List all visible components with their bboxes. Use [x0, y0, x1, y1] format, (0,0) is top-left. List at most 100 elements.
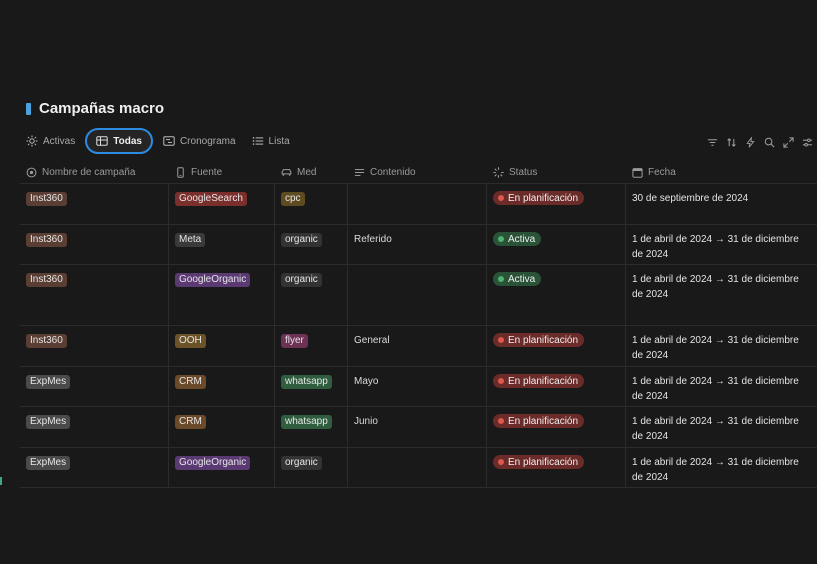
status-badge: En planificación	[493, 455, 585, 469]
cell-med[interactable]: cpc	[275, 184, 348, 224]
cell-status[interactable]: En planificación	[487, 184, 626, 224]
cell-fuente[interactable]: GoogleOrganic	[169, 448, 275, 487]
cell-nombre[interactable]: ExpMes	[20, 367, 169, 406]
table-row[interactable]: ExpMes CRM whatsapp Junio En planificación 1 …	[20, 407, 817, 448]
cell-status[interactable]: En planificación	[487, 367, 626, 406]
cell-contenido[interactable]	[348, 184, 487, 224]
cell-status[interactable]: En planificación	[487, 448, 626, 487]
column-header-fecha[interactable]: Fecha	[626, 161, 817, 183]
cell-nombre[interactable]: ExpMes	[20, 407, 169, 447]
cell-med[interactable]: whatsapp	[275, 367, 348, 406]
tab-label: Todas	[113, 135, 142, 147]
column-header-med[interactable]: Med	[275, 161, 348, 183]
status-dot-icon	[498, 459, 504, 465]
column-header-status[interactable]: Status	[487, 161, 626, 183]
column-header-contenido[interactable]: Contenido	[348, 161, 487, 183]
cell-contenido[interactable]: Referido	[348, 225, 487, 264]
table-row[interactable]: Inst360 GoogleOrganic organic Activa 1 de ab…	[20, 265, 817, 326]
cell-med[interactable]: flyer	[275, 326, 348, 366]
cell-fecha[interactable]: 1 de abril de 2024 → 31 de diciembre de …	[626, 265, 817, 325]
column-header-fuente[interactable]: Fuente	[169, 161, 275, 183]
table-row[interactable]: Inst360 OOH flyer General En planificación 1 …	[20, 326, 817, 367]
cell-status[interactable]: En planificación	[487, 407, 626, 447]
column-header-nombre[interactable]: Nombre de campaña	[20, 161, 169, 183]
medium-tag: whatsapp	[281, 375, 332, 389]
search-icon[interactable]	[763, 136, 775, 148]
date-range: 1 de abril de 2024 → 31 de diciembre de …	[632, 376, 799, 402]
tab-todas[interactable]: Todas	[85, 128, 153, 154]
cell-fuente[interactable]: GoogleOrganic	[169, 265, 275, 325]
source-tag: GoogleOrganic	[175, 273, 251, 287]
cell-fecha[interactable]: 1 de abril de 2024 → 31 de diciembre de …	[626, 225, 817, 264]
phone-icon	[177, 166, 184, 178]
cell-fecha[interactable]: 1 de abril de 2024 → 31 de diciembre de …	[626, 448, 817, 487]
date-range: 1 de abril de 2024 → 31 de diciembre de …	[632, 416, 799, 442]
cell-contenido[interactable]: General	[348, 326, 487, 366]
status-badge: En planificación	[493, 374, 585, 388]
cell-fuente[interactable]: GoogleSearch	[169, 184, 275, 224]
source-tag: CRM	[175, 415, 206, 429]
tab-lista[interactable]: Lista	[246, 128, 296, 154]
medium-tag: whatsapp	[281, 415, 332, 429]
date-range: 1 de abril de 2024 → 31 de diciembre de …	[632, 234, 799, 260]
expand-icon[interactable]	[782, 136, 794, 148]
content-text: General	[354, 335, 390, 346]
cell-med[interactable]: whatsapp	[275, 407, 348, 447]
status-label: Activa	[508, 233, 536, 245]
cell-fuente[interactable]: Meta	[169, 225, 275, 264]
cell-med[interactable]: organic	[275, 448, 348, 487]
cell-status[interactable]: Activa	[487, 265, 626, 325]
cell-nombre[interactable]: Inst360	[20, 225, 169, 264]
date-range: 1 de abril de 2024 → 31 de diciembre de …	[632, 274, 799, 300]
sun-icon	[26, 135, 38, 147]
campaign-tag: ExpMes	[26, 375, 71, 389]
target-icon	[26, 167, 37, 177]
car-icon	[281, 168, 292, 176]
sort-icon[interactable]	[725, 136, 737, 148]
list-icon	[252, 135, 264, 147]
status-badge: En planificación	[493, 414, 585, 428]
view-toolbar	[706, 136, 813, 148]
cell-contenido[interactable]	[348, 448, 487, 487]
cell-fuente[interactable]: CRM	[169, 407, 275, 447]
page-title[interactable]: Campañas macro	[39, 100, 165, 117]
tab-label: Cronograma	[179, 135, 236, 147]
date-range: 30 de septiembre de 2024	[632, 193, 749, 204]
cell-nombre[interactable]: Inst360	[20, 184, 169, 224]
table-row[interactable]: Inst360 Meta organic Referido Activa 1 de abr…	[20, 225, 817, 265]
cell-contenido[interactable]: Mayo	[348, 367, 487, 406]
tab-activas[interactable]: Activas	[20, 128, 81, 154]
campaign-tag: ExpMes	[26, 456, 71, 470]
cell-nombre[interactable]: Inst360	[20, 265, 169, 325]
cell-contenido[interactable]: Junio	[348, 407, 487, 447]
cell-contenido[interactable]	[348, 265, 487, 325]
cell-nombre[interactable]: Inst360	[20, 326, 169, 366]
cell-med[interactable]: organic	[275, 265, 348, 325]
campaign-tag: Inst360	[26, 233, 67, 247]
lightning-icon[interactable]	[744, 136, 756, 148]
settings-icon[interactable]	[801, 136, 813, 148]
cell-fuente[interactable]: CRM	[169, 367, 275, 406]
column-label: Status	[509, 166, 538, 178]
cell-nombre[interactable]: ExpMes	[20, 448, 169, 487]
table-row[interactable]: Inst360 GoogleSearch cpc En planificación 30…	[20, 184, 817, 225]
cell-fecha[interactable]: 1 de abril de 2024 → 31 de diciembre de …	[626, 367, 817, 406]
status-dot-icon	[498, 418, 504, 424]
medium-tag: organic	[281, 233, 322, 247]
cell-med[interactable]: organic	[275, 225, 348, 264]
cell-fecha[interactable]: 30 de septiembre de 2024	[626, 184, 817, 224]
table-row[interactable]: ExpMes GoogleOrganic organic En planificaci…	[20, 448, 817, 488]
tab-cronograma[interactable]: Cronograma	[157, 128, 242, 154]
status-badge: En planificación	[493, 333, 585, 347]
source-tag: GoogleOrganic	[175, 456, 251, 470]
cell-status[interactable]: Activa	[487, 225, 626, 264]
text-lines-icon	[354, 168, 365, 176]
filter-icon[interactable]	[706, 136, 718, 148]
cell-fuente[interactable]: OOH	[169, 326, 275, 366]
medium-tag: cpc	[281, 192, 305, 206]
cell-fecha[interactable]: 1 de abril de 2024 → 31 de diciembre de …	[626, 326, 817, 366]
cell-fecha[interactable]: 1 de abril de 2024 → 31 de diciembre de …	[626, 407, 817, 447]
cell-status[interactable]: En planificación	[487, 326, 626, 366]
table-row[interactable]: ExpMes CRM whatsapp Mayo En planificación 1 d…	[20, 367, 817, 407]
table-icon	[96, 135, 108, 147]
